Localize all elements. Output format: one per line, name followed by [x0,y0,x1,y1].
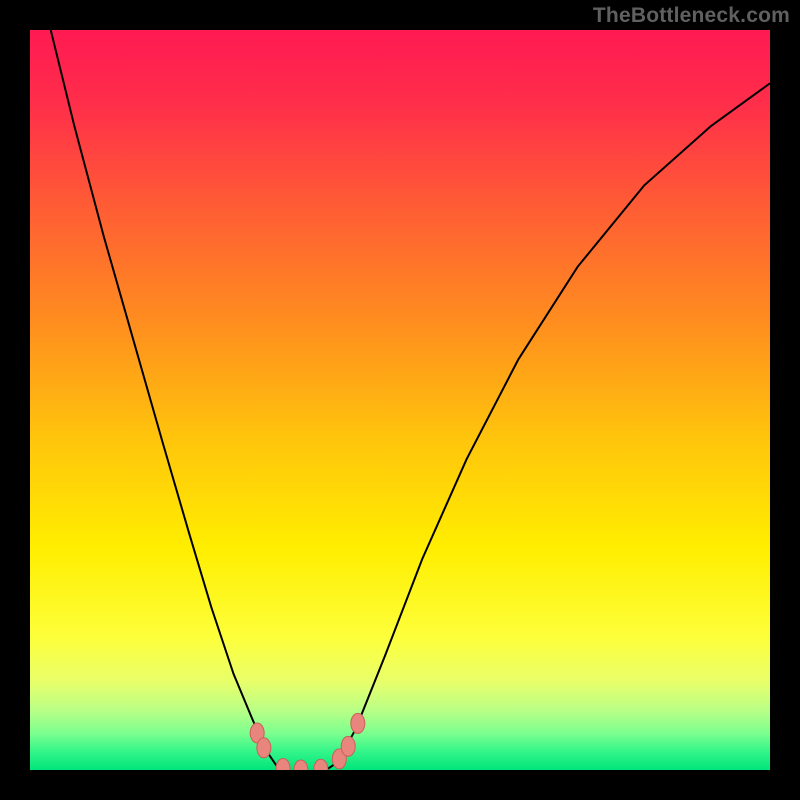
chart-svg [30,30,770,770]
watermark-text: TheBottleneck.com [593,4,790,28]
trough-marker [341,736,355,756]
gradient-background [30,30,770,770]
trough-marker [257,738,271,758]
plot-area [30,30,770,770]
chart-frame: TheBottleneck.com [0,0,800,800]
trough-marker [351,713,365,733]
